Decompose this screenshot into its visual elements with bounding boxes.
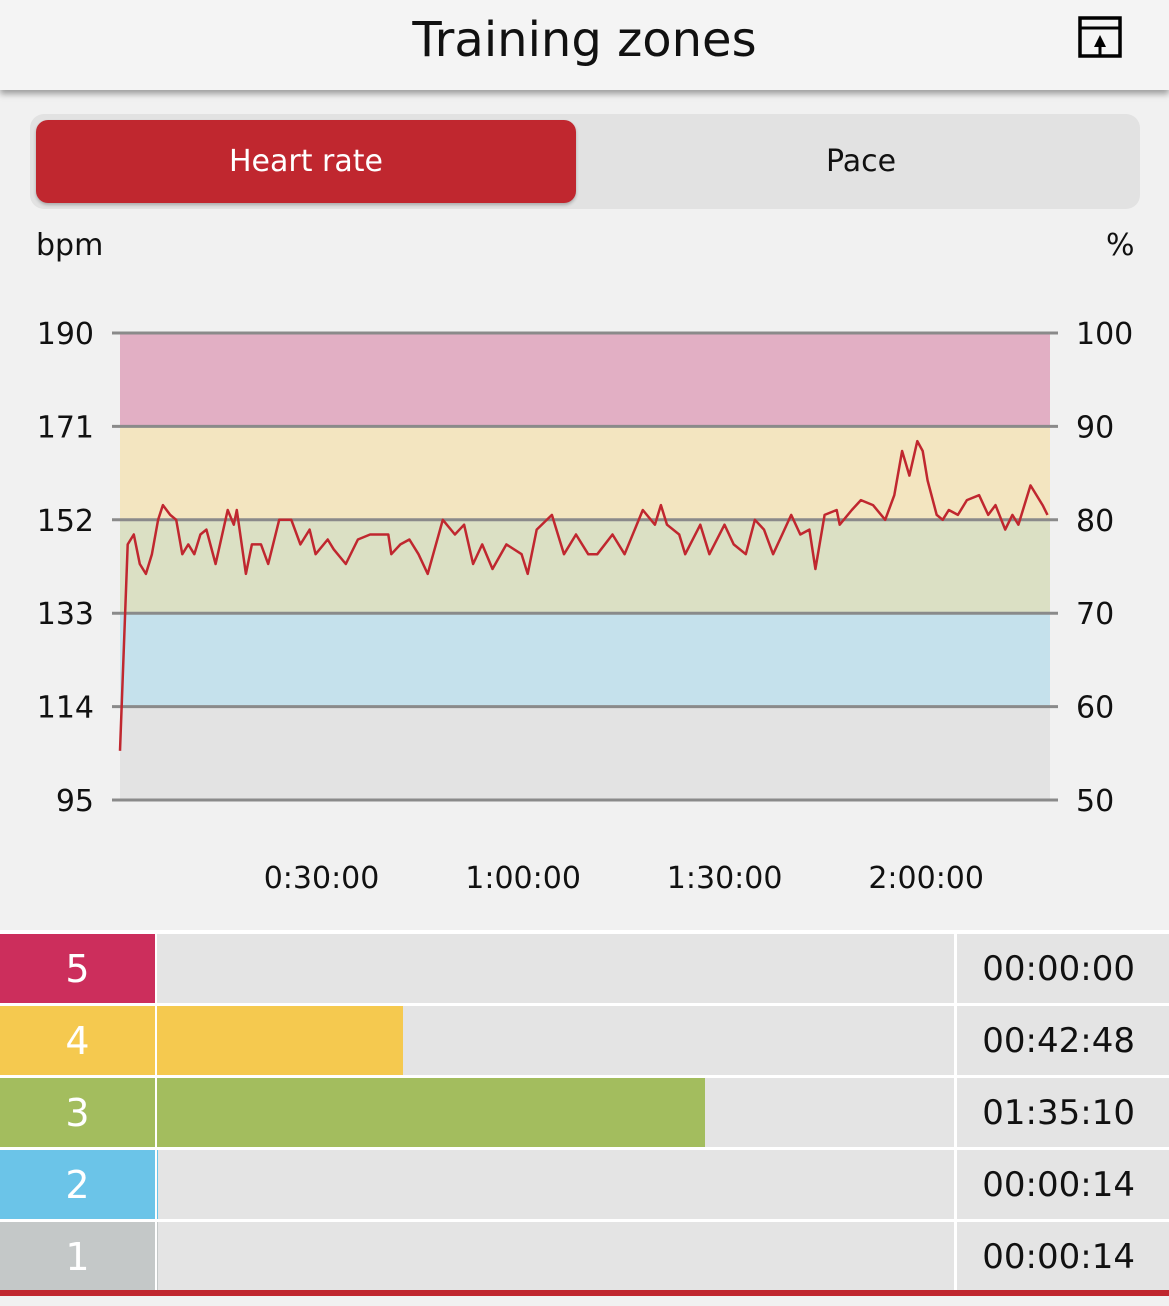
zone-band-1 [120,706,1050,800]
bottom-accent-line [0,1290,1169,1296]
x-tick-label: 1:00:00 [465,861,581,896]
y-right-tick-label: 80 [1076,504,1114,539]
zone-bar-fill [157,1222,159,1291]
y-right-tick-label: 50 [1076,784,1114,819]
heart-rate-line [118,439,1049,751]
x-tick-label: 2:00:00 [868,861,984,896]
zone-bar-track [157,934,954,1003]
zone-time: 00:00:14 [957,1150,1169,1219]
zone-number: 5 [0,934,155,1003]
zone-row-5: 5 00:00:00 [0,934,1169,1003]
zone-number: 3 [0,1078,155,1147]
zone-bar-track [157,1150,954,1219]
y-right-tick-label: 60 [1076,691,1114,726]
zone-bar-fill [157,1078,706,1147]
zone-number: 2 [0,1150,155,1219]
zone-bar-fill [157,1150,159,1219]
zone-row-3: 3 01:35:10 [0,1078,1169,1147]
zone-bar-track [157,1006,954,1075]
zone-number: 4 [0,1006,155,1075]
zone-number: 1 [0,1222,155,1291]
y-right-tick-label: 100 [1076,317,1133,352]
zone-bar-fill [157,1006,404,1075]
heart-rate-chart: 95 50 114 60 133 70 152 80 171 90 190 100 0:30:00 1:0… [37,317,1134,896]
y-right-tick-label: 70 [1076,597,1114,632]
x-tick-label: 1:30:00 [667,861,783,896]
page-title: Training zones [412,12,757,68]
zone-band-4 [120,426,1050,520]
zone-bar-track [157,1222,954,1291]
y-left-tick-label: 133 [37,597,94,632]
y-axis-right-label: % [1106,228,1135,263]
zone-time: 00:00:14 [957,1222,1169,1291]
y-left-tick-label: 171 [37,410,94,445]
y-left-tick-label: 190 [37,317,94,352]
zone-row-2: 2 00:00:14 [0,1150,1169,1219]
zone-type-segmented-control: Heart rate Pace [30,114,1140,209]
y-right-tick-label: 90 [1076,410,1114,445]
x-tick-label: 0:30:00 [264,861,380,896]
tab-heart-rate[interactable]: Heart rate [36,120,576,203]
zone-bar-track [157,1078,954,1147]
y-left-tick-label: 114 [37,691,94,726]
tab-pace[interactable]: Pace [825,144,897,179]
app-header: Training zones [0,0,1169,90]
zone-band-5 [120,333,1050,427]
y-left-tick-label: 95 [56,784,94,819]
zone-band-3 [120,519,1050,614]
zone-time: 00:00:00 [957,934,1169,1003]
zone-time: 00:42:48 [957,1006,1169,1075]
zone-row-1: 1 00:00:14 [0,1222,1169,1291]
zone-time: 01:35:10 [957,1078,1169,1147]
zone-band-2 [120,613,1050,707]
y-axis-left-label: bpm [36,228,104,263]
export-window-arrow-up-icon[interactable] [1078,16,1122,58]
zone-row-4: 4 00:42:48 [0,1006,1169,1075]
y-left-tick-label: 152 [37,504,94,539]
